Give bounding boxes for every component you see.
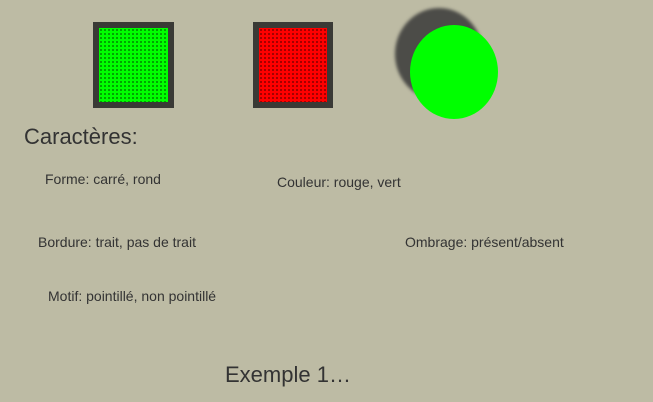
feature-shape: Forme: carré, rond [45, 171, 161, 187]
feature-pattern: Motif: pointillé, non pointillé [48, 288, 217, 304]
feature-color: Couleur: rouge, vert [277, 174, 401, 190]
feature-shadow: Ombrage: présent/absent [405, 234, 564, 250]
feature-border: Bordure: trait, pas de trait [38, 234, 196, 250]
characteristics-heading: Caractères: [24, 124, 138, 149]
red-dotted-square-with-border [253, 22, 333, 108]
example-caption: Exemple 1… [225, 362, 351, 387]
green-dotted-square-with-border [93, 22, 174, 108]
green-circle-with-shadow [410, 25, 498, 119]
